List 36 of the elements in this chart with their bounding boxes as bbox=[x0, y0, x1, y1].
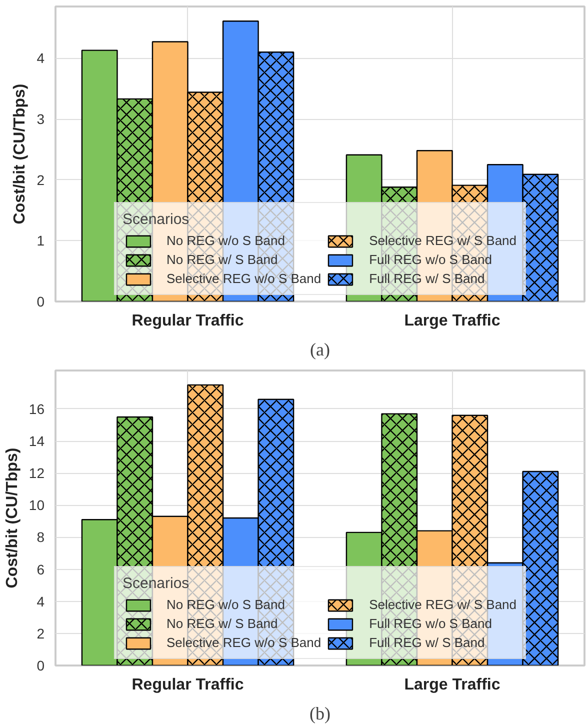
y-tick-label: 10 bbox=[28, 497, 45, 514]
text: (a) bbox=[310, 340, 330, 360]
y-tick-label: 14 bbox=[28, 433, 45, 450]
x-tick-label: Regular Traffic bbox=[132, 312, 244, 330]
y-axis-title: Cost/bit (CU/Tbps) bbox=[4, 448, 21, 588]
text: (b) bbox=[310, 704, 331, 724]
legend-label: Full REG w/ S Band bbox=[369, 271, 485, 286]
legend-label: Selective REG w/o S Band bbox=[166, 271, 322, 286]
legend-label: No REG w/ S Band bbox=[166, 252, 278, 267]
x-tick-label: Large Traffic bbox=[404, 676, 500, 694]
y-tick-label: 6 bbox=[36, 561, 45, 578]
y-tick-label: 0 bbox=[36, 658, 45, 674]
legend-title: Scenarios bbox=[122, 211, 190, 228]
legend-label: No REG w/ S Band bbox=[166, 616, 278, 631]
y-tick-label: 0 bbox=[36, 294, 45, 310]
y-tick-label: 3 bbox=[36, 111, 45, 128]
y-axis-title: Cost/bit (CU/Tbps) bbox=[12, 84, 29, 224]
y-tick-label: 4 bbox=[36, 593, 45, 610]
legend-label: No REG w/o S Band bbox=[166, 233, 285, 248]
legend-label: Full REG w/o S Band bbox=[369, 252, 492, 267]
y-tick-label: 12 bbox=[28, 465, 45, 482]
legend-label: Selective REG w/ S Band bbox=[369, 233, 517, 248]
y-tick-label: 2 bbox=[36, 172, 45, 188]
legend-label: Full REG w/ S Band bbox=[369, 635, 485, 650]
legend-label: Selective REG w/ S Band bbox=[369, 597, 517, 612]
legend-label: Full REG w/o S Band bbox=[369, 616, 492, 631]
y-tick-label: 2 bbox=[36, 625, 45, 642]
y-tick-label: 16 bbox=[28, 400, 45, 417]
y-tick-label: 4 bbox=[36, 50, 45, 66]
legend-title: Scenarios bbox=[122, 575, 190, 592]
legend-label: Selective REG w/o S Band bbox=[166, 635, 322, 650]
x-tick-label: Regular Traffic bbox=[132, 676, 244, 694]
x-tick-label: Large Traffic bbox=[404, 312, 500, 330]
y-tick-label: 1 bbox=[36, 232, 45, 249]
legend-label: No REG w/o S Band bbox=[166, 597, 285, 612]
y-tick-label: 8 bbox=[36, 529, 45, 546]
